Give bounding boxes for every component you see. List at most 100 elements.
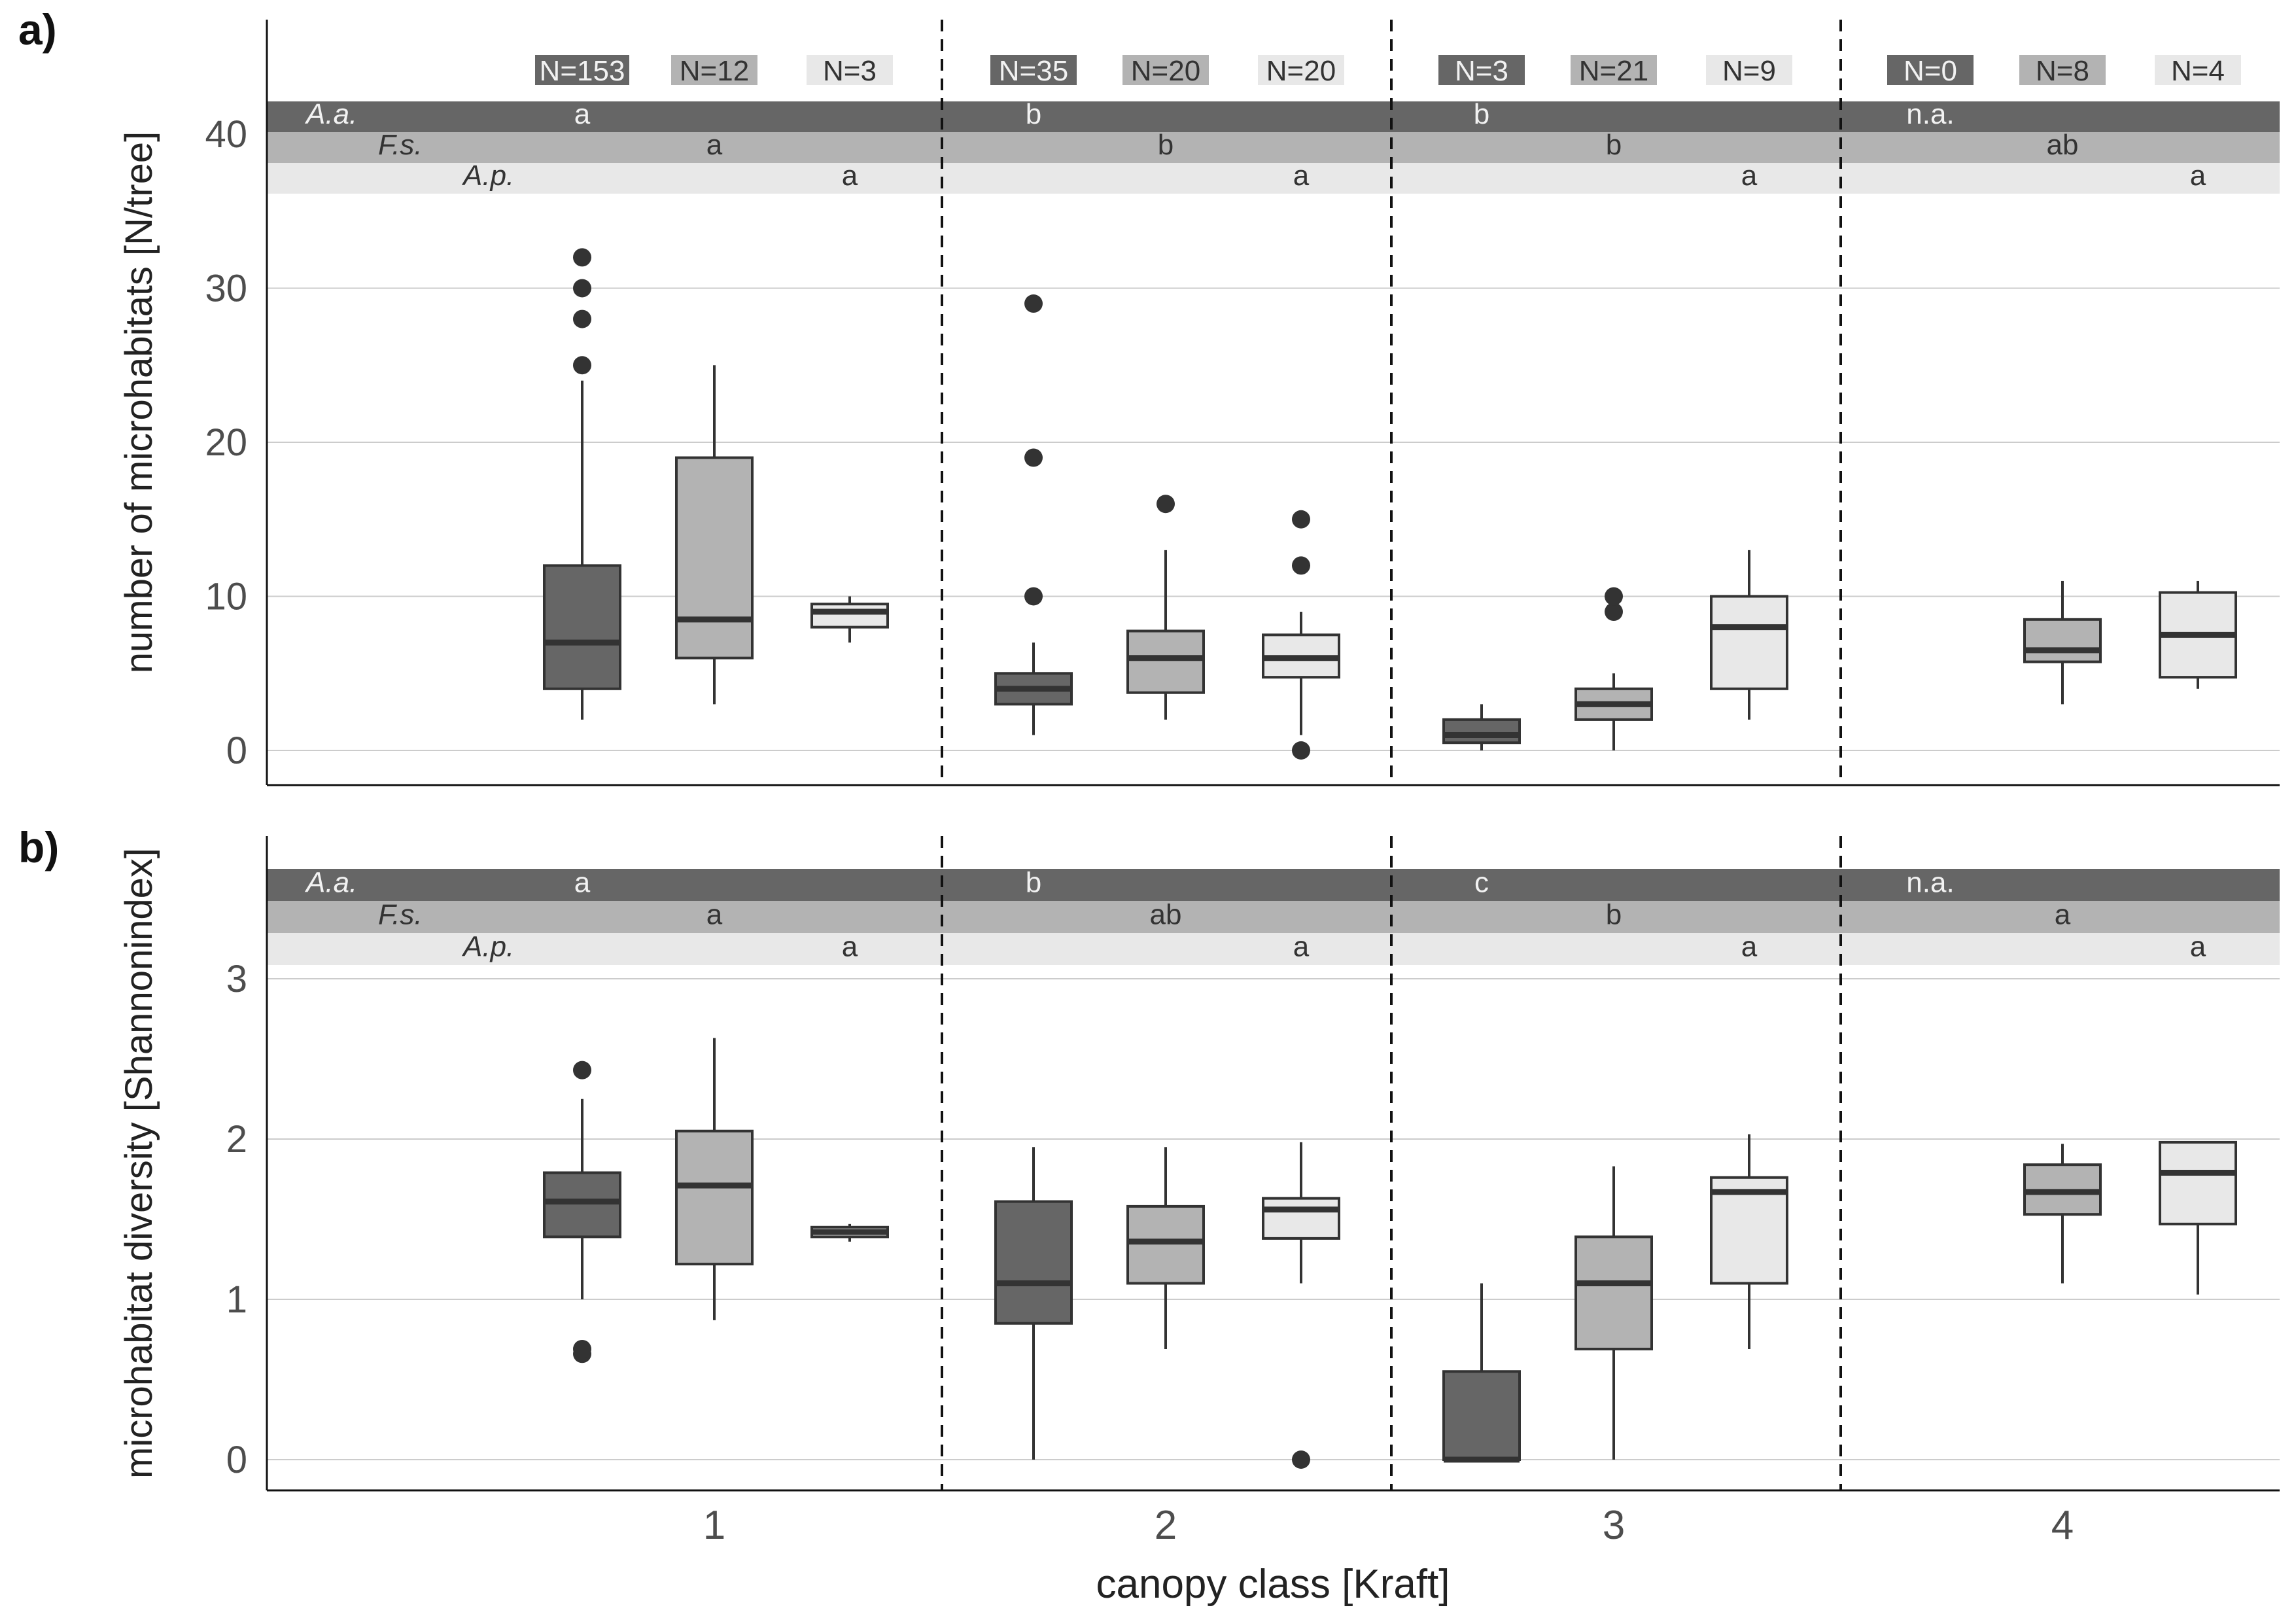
outlier-point [1024, 294, 1043, 313]
outlier-point [1024, 448, 1043, 467]
y-axis-title: number of microhabitats [N/tree] [118, 132, 160, 673]
outlier-point [1024, 587, 1043, 606]
box-aa-class-1 [543, 564, 621, 690]
sample-size-label: N=20 [1266, 55, 1336, 87]
species-band-1 [267, 901, 2280, 933]
x-axis-title: canopy class [Kraft] [1096, 1562, 1450, 1607]
significance-letter: a [842, 930, 858, 962]
sample-size-box [535, 55, 629, 85]
sample-size-box [1887, 55, 1974, 85]
significance-letter: c [1474, 866, 1489, 898]
significance-letter: a [1741, 930, 1758, 962]
box-fs-class-1 [675, 456, 754, 659]
significance-letter: a [574, 866, 591, 898]
significance-letter: a [1293, 160, 1310, 192]
panel-label: a) [18, 5, 57, 54]
sample-size-box [1571, 55, 1657, 85]
significance-letter: b [1026, 866, 1041, 898]
sample-size-label: N=3 [823, 55, 877, 87]
sample-size-box [1706, 55, 1792, 85]
sample-size-box [1258, 55, 1344, 85]
outlier-point [573, 356, 591, 375]
box-aa-class-2 [994, 1200, 1073, 1325]
sample-size-box [2019, 55, 2106, 85]
sample-size-box [2155, 55, 2241, 85]
significance-letter: b [1606, 129, 1622, 161]
significance-letter: b [1026, 98, 1041, 130]
significance-letter: b [1158, 129, 1174, 161]
sample-size-label: N=20 [1131, 55, 1200, 87]
sample-size-label: N=153 [540, 55, 625, 87]
box-ap-class-3 [1710, 595, 1788, 690]
significance-letter: a [2055, 898, 2071, 930]
significance-letter: n.a. [1906, 98, 1954, 130]
box-aa-class-3 [1442, 718, 1521, 745]
species-label: A.p. [461, 930, 514, 962]
sample-size-box [1122, 55, 1209, 85]
box-fs-class-2 [1126, 629, 1205, 694]
species-label: A.p. [461, 160, 514, 192]
y-tick-label: 30 [205, 268, 247, 310]
outlier-point [1157, 495, 1175, 514]
species-label: F.s. [378, 129, 423, 161]
outlier-point [1292, 1450, 1310, 1469]
x-tick-label: 2 [1155, 1503, 1177, 1548]
y-tick-label: 3 [226, 958, 247, 1000]
box-ap-class-3 [1710, 1176, 1788, 1285]
outlier-point [573, 1061, 591, 1080]
significance-letter: ab [2047, 129, 2079, 161]
x-tick-label: 1 [703, 1503, 725, 1548]
box-aa-class-1 [543, 1171, 621, 1238]
outlier-point [1292, 556, 1310, 575]
species-label: A.a. [304, 98, 357, 130]
panel-label: b) [18, 823, 59, 871]
significance-letter: b [1606, 898, 1622, 930]
y-tick-label: 20 [205, 421, 247, 464]
species-band-1 [267, 132, 2280, 163]
species-band-2 [267, 933, 2280, 965]
outlier-point [1292, 510, 1310, 529]
box-fs-class-2 [1126, 1204, 1205, 1285]
significance-letter: a [2190, 160, 2206, 192]
sample-size-box [807, 55, 893, 85]
significance-letter: a [1741, 160, 1758, 192]
sample-size-label: N=8 [2036, 55, 2089, 87]
significance-letter: n.a. [1906, 866, 1954, 898]
significance-letter: a [2190, 930, 2206, 962]
x-tick-label: 3 [1603, 1503, 1625, 1548]
box-ap-class-4 [2159, 1140, 2237, 1225]
species-label: A.a. [304, 866, 357, 898]
significance-letter: a [842, 160, 858, 192]
outlier-point [1605, 587, 1623, 606]
sample-size-box [671, 55, 757, 85]
sample-size-label: N=4 [2171, 55, 2225, 87]
sample-size-label: N=21 [1579, 55, 1648, 87]
outlier-point [573, 279, 591, 298]
species-label: F.s. [378, 898, 423, 930]
x-axis: 1 2 3 4 canopy class [Kraft] [703, 1503, 2074, 1607]
x-tick-label: 4 [2051, 1503, 2074, 1548]
y-tick-label: 0 [226, 729, 247, 772]
sample-size-box [1438, 55, 1525, 85]
sample-size-label: N=0 [1904, 55, 1957, 87]
box-fs-class-3 [1574, 1235, 1653, 1350]
box-ap-class-2 [1262, 1197, 1340, 1240]
species-band-0 [267, 101, 2280, 132]
y-tick-label: 40 [205, 113, 247, 156]
outlier-point [573, 1339, 591, 1358]
significance-letter: a [706, 129, 723, 161]
species-band-2 [267, 163, 2280, 194]
box-aa-class-3 [1442, 1370, 1521, 1461]
outlier-point [1292, 741, 1310, 760]
y-tick-label: 10 [205, 576, 247, 618]
significance-letter: b [1474, 98, 1489, 130]
significance-letter: a [706, 898, 723, 930]
sample-size-box [990, 55, 1077, 85]
outlier-point [1605, 603, 1623, 622]
significance-letter: ab [1150, 898, 1182, 930]
y-axis-title: microhabitat diversity [Shannonindex] [118, 848, 160, 1479]
significance-letter: a [574, 98, 591, 130]
